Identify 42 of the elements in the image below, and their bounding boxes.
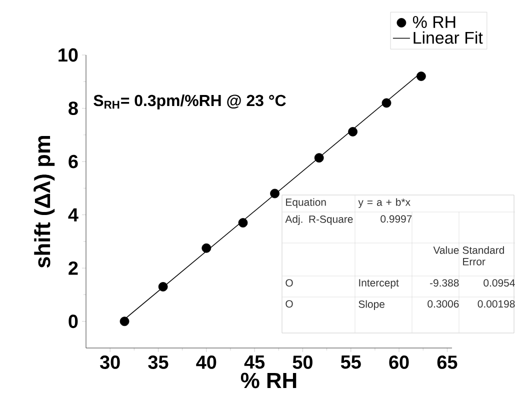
y-tick-label: 6 <box>68 154 78 168</box>
annotation: O <box>286 279 293 287</box>
x-tick-label: 45 <box>244 356 265 369</box>
annotation: Intercept <box>359 279 399 289</box>
point <box>238 218 248 228</box>
x-tick-label: 55 <box>340 356 361 369</box>
text: 0.00198 <box>478 300 515 308</box>
annotation: y = a + b*x <box>358 198 410 208</box>
x-tick-label: 30 <box>100 356 120 369</box>
y-axis-title: shift (Δλ) pm <box>34 136 55 268</box>
y-tick-label: 0 <box>68 314 78 328</box>
point <box>120 316 130 326</box>
annotation: Value <box>433 246 459 254</box>
annotation: 0.3006 <box>428 300 459 308</box>
y-tick-label: 10 <box>58 48 78 62</box>
annotation: S$_{RH}$= 0.3pm/%RH @ 23 °C <box>94 94 286 110</box>
point <box>270 188 280 198</box>
point <box>202 243 212 253</box>
legend-label: Linear Fit <box>414 31 483 44</box>
point <box>158 282 168 292</box>
y-tick-label: 4 <box>68 208 78 222</box>
text: Standard Error <box>462 246 504 266</box>
point <box>382 98 392 108</box>
annotation: -9.388 <box>430 279 459 287</box>
annotation: O <box>286 300 293 308</box>
y-tick-label: 8 <box>68 102 78 115</box>
x-tick-label: 50 <box>292 356 312 369</box>
point <box>348 127 358 136</box>
annotation: 0.9997 <box>380 215 412 223</box>
text: 0.0954 <box>484 279 515 287</box>
x-tick-label: 40 <box>196 356 216 369</box>
x-tick-label: 35 <box>148 356 168 369</box>
point <box>416 72 426 82</box>
y-tick-label: 2 <box>68 261 78 275</box>
annotation: Slope <box>358 300 384 310</box>
x-axis-title: % RH <box>240 372 296 388</box>
x-tick-label: 65 <box>437 356 458 369</box>
annotation: Equation <box>286 198 326 208</box>
point <box>314 153 324 163</box>
legend-label: % RH <box>412 16 456 28</box>
annotation: Adj. R-Square <box>285 215 353 225</box>
x-tick-label: 60 <box>389 356 409 369</box>
